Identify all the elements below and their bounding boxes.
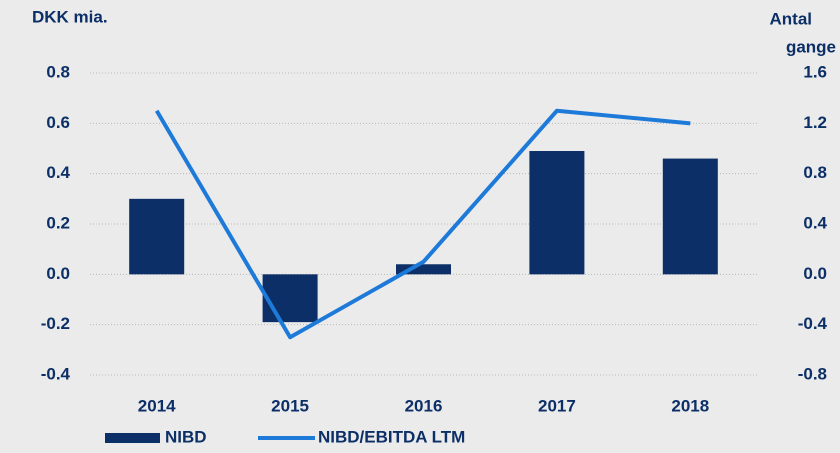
legend-label: NIBD (165, 427, 207, 446)
y2-tick-label: -0.8 (798, 364, 827, 383)
y-axis-title: DKK mia. (32, 7, 108, 26)
bar (129, 198, 185, 275)
y-tick-label: 0.0 (46, 264, 70, 283)
x-tick-label: 2018 (671, 396, 709, 415)
x-tick-label: 2014 (138, 396, 176, 415)
y2-tick-label: 0.0 (803, 264, 827, 283)
y-tick-label: 0.2 (46, 213, 70, 232)
y2-axis-title: gange (786, 37, 836, 56)
x-tick-label: 2016 (405, 396, 443, 415)
legend-label: NIBD/EBITDA LTM (318, 427, 465, 446)
y-tick-label: 0.8 (46, 62, 70, 81)
y-tick-label: 0.6 (46, 113, 70, 132)
y-tick-label: -0.4 (41, 364, 71, 383)
bar (662, 158, 718, 275)
x-tick-label: 2015 (271, 396, 309, 415)
bar (529, 151, 585, 275)
y-tick-label: 0.4 (46, 163, 70, 182)
y-tick-label: -0.2 (41, 314, 70, 333)
x-tick-label: 2017 (538, 396, 576, 415)
y2-tick-label: 1.6 (803, 62, 827, 81)
y2-axis-title: Antal (770, 9, 813, 28)
y2-tick-label: 0.8 (803, 163, 827, 182)
line (154, 108, 691, 340)
legend-swatch (105, 433, 160, 443)
y2-tick-label: -0.4 (798, 314, 828, 333)
bar (262, 274, 318, 323)
y2-tick-label: 1.2 (803, 113, 827, 132)
bar (396, 264, 451, 275)
y2-tick-label: 0.4 (803, 213, 827, 232)
